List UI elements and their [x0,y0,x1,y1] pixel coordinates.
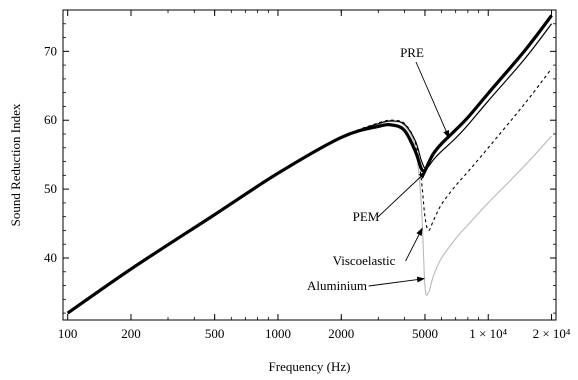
annotation-pem: PEM [353,209,380,224]
y-tick-label: 60 [44,112,57,127]
annotation-arrow [405,227,423,262]
annotation-arrow [377,171,427,218]
annotation-viscoelastic: Viscoelastic [333,253,396,268]
y-tick-label: 40 [44,250,57,265]
annotation-pre: PRE [400,45,424,60]
x-tick-label: 1 × 10⁴ [469,326,507,341]
x-tick-label: 2 × 10⁴ [533,326,571,341]
x-tick-label: 1000 [265,326,291,341]
x-axis-label: Frequency (Hz) [269,359,351,374]
annotations-layer: PRE PEM Viscoelastic Aluminium [307,45,450,293]
y-tick-label: 50 [44,181,57,196]
x-tick-label: 100 [58,326,78,341]
annotation-arrow [368,276,426,287]
plot-frame [62,9,557,321]
y-tick-label: 70 [44,43,57,58]
ticks-layer: 100 200 500 1000 2000 5000 1 × 10⁴ 2 × 10⁴ 40 50 6… [44,9,571,341]
x-tick-label: 200 [121,326,141,341]
series-line-pre [66,14,553,315]
series-line-pem [67,23,553,314]
x-tick-label: 5000 [412,326,438,341]
x-tick-label: 500 [205,326,225,341]
annotation-aluminium: Aluminium [307,278,367,293]
series-layer [66,14,553,315]
annotation-arrow [415,61,450,139]
y-axis-label: Sound Reduction Index [8,103,23,226]
x-tick-label: 2000 [328,326,354,341]
